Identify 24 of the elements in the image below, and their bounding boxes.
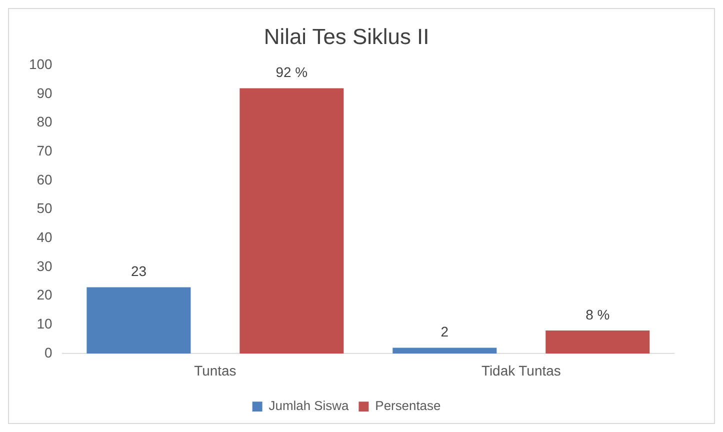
bar (240, 88, 344, 354)
y-tick-label: 50 (36, 200, 52, 216)
x-tick-label: Tidak Tuntas (481, 362, 561, 379)
bar (546, 330, 650, 354)
bar (392, 348, 497, 354)
data-label: 2 (440, 324, 449, 340)
data-label: 23 (130, 263, 147, 280)
y-tick-label: 80 (36, 114, 52, 130)
y-tick-label: 10 (36, 316, 52, 332)
y-tick-label: 60 (36, 171, 52, 188)
y-tick-label: 20 (36, 286, 52, 303)
y-tick-label: 40 (36, 229, 52, 246)
y-tick-label: 70 (36, 142, 52, 158)
data-label: 92 % (276, 64, 308, 80)
data-label: 8 % (586, 306, 610, 322)
legend-label: Persentase (375, 398, 441, 414)
y-tick-label: 100 (28, 56, 52, 72)
bar (86, 287, 191, 354)
chart-title: Nilai Tes Siklus II (264, 24, 430, 50)
y-tick-label: 0 (44, 344, 52, 360)
x-tick-label: Tuntas (194, 362, 236, 379)
y-tick-label: 30 (36, 258, 52, 274)
y-tick-label: 90 (36, 84, 52, 101)
legend-label: Jumlah Siswa (268, 398, 350, 414)
